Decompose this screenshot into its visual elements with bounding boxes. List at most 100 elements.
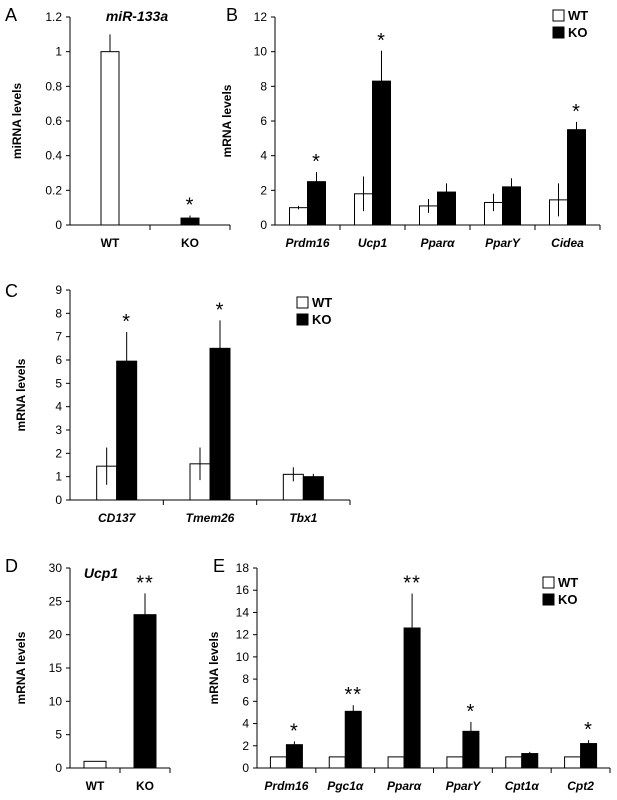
legend-label: WT: [312, 295, 332, 310]
panel-d: D Ucp1 mRNA levels 0 5 10 15 20 25 30 WT KO **: [5, 556, 171, 793]
legend-swatch: [296, 313, 309, 326]
y-tick-label: 0: [242, 761, 249, 775]
bar-ko: [567, 129, 586, 226]
y-tick-label: 0.2: [45, 183, 62, 197]
bar: [133, 614, 157, 769]
y-tick-label: 5: [55, 376, 62, 390]
y-tick-label: 1: [55, 470, 62, 484]
significance-mark: **: [403, 573, 421, 595]
x-tick-label: Pparα: [420, 236, 455, 250]
y-tick-label: 16: [236, 583, 250, 597]
legend-label: KO: [312, 312, 332, 327]
significance-mark: *: [377, 30, 386, 52]
y-tick-label: 5: [55, 728, 62, 742]
panel-label: D: [5, 556, 18, 576]
bar-wt: [446, 756, 464, 769]
y-tick-label: 12: [236, 628, 250, 642]
x-tick-label: Tmem26: [186, 511, 235, 525]
y-tick-label: 6: [55, 353, 62, 367]
y-tick-label: 14: [236, 605, 250, 619]
legend-label: WT: [568, 8, 588, 23]
x-tick-label: PparΥ: [446, 779, 482, 793]
significance-mark: *: [467, 701, 476, 723]
significance-mark: *: [312, 151, 321, 173]
x-tick-label: Cpt2: [567, 779, 594, 793]
legend-label: KO: [558, 592, 578, 607]
y-tick-label: 8: [242, 672, 249, 686]
significance-mark: *: [584, 719, 593, 741]
x-tick-label: Pgc1α: [327, 779, 364, 793]
y-tick-label: 0.6: [45, 114, 62, 128]
y-tick-label: 6: [242, 694, 249, 708]
legend-swatch: [542, 576, 555, 589]
y-axis-label: miRNA levels: [10, 83, 24, 160]
y-axis-label: mRNA levels: [207, 631, 221, 704]
y-axis-label: mRNA levels: [14, 631, 28, 704]
y-tick-label: 10: [236, 650, 250, 664]
y-tick-label: 8: [260, 79, 267, 93]
legend-label: WT: [558, 575, 578, 590]
bar: [180, 217, 200, 226]
legend-swatch: [542, 593, 555, 606]
y-tick-label: 7: [55, 330, 62, 344]
x-tick-label: Cidea: [551, 236, 584, 250]
y-tick-label: 10: [49, 694, 63, 708]
panel-title: miR-133a: [106, 8, 168, 24]
y-axis-label: mRNA levels: [220, 84, 234, 157]
y-tick-label: 1: [55, 45, 62, 59]
panel-title: Ucp1: [84, 565, 118, 581]
x-tick-label: Pparα: [387, 779, 422, 793]
y-tick-label: 25: [49, 594, 63, 608]
y-tick-label: 0.8: [45, 79, 62, 93]
panel-label: C: [5, 281, 18, 301]
y-tick-label: 2: [55, 446, 62, 460]
x-tick-label: KO: [136, 779, 154, 793]
y-tick-label: 9: [55, 283, 62, 297]
y-tick-label: 1.2: [45, 10, 62, 24]
bar-ko: [580, 743, 598, 769]
y-tick-label: 4: [55, 400, 62, 414]
y-tick-label: 2: [242, 739, 249, 753]
legend-label: KO: [568, 25, 588, 40]
y-tick-label: 0: [55, 761, 62, 775]
x-tick-label: PparΥ: [485, 236, 521, 250]
y-axis-label: mRNA levels: [14, 358, 28, 431]
y-tick-label: 10: [254, 45, 268, 59]
bar-wt: [328, 756, 346, 769]
significance-mark: *: [290, 720, 299, 742]
y-tick-label: 0: [260, 218, 267, 232]
y-tick-label: 30: [49, 561, 63, 575]
y-tick-label: 18: [236, 561, 250, 575]
bar-ko: [344, 710, 362, 769]
significance-mark: *: [572, 101, 581, 123]
y-tick-label: 2: [260, 183, 267, 197]
y-tick-label: 0: [55, 493, 62, 507]
bar-ko: [521, 753, 539, 769]
bar: [100, 51, 120, 226]
y-tick-label: 12: [254, 10, 268, 24]
y-tick-label: 8: [55, 306, 62, 320]
panel-label: B: [226, 5, 238, 25]
x-tick-label: WT: [101, 236, 120, 250]
y-tick-label: 4: [260, 149, 267, 163]
x-tick-label: Ucp1: [358, 236, 388, 250]
bar-wt: [505, 756, 523, 769]
significance-mark: *: [186, 194, 195, 216]
bar-wt: [289, 207, 308, 226]
legend-swatch: [552, 26, 565, 39]
significance-mark: *: [122, 311, 131, 333]
legend-swatch: [296, 296, 309, 309]
x-tick-label: WT: [86, 779, 105, 793]
x-tick-label: Cpt1α: [505, 779, 540, 793]
legend-swatch: [552, 9, 565, 22]
bar-wt: [269, 756, 287, 769]
y-tick-label: 20: [49, 628, 63, 642]
x-tick-label: CD137: [98, 511, 137, 525]
y-tick-label: 6: [260, 114, 267, 128]
y-tick-label: 15: [49, 661, 63, 675]
x-tick-label: Prdm16: [264, 779, 308, 793]
